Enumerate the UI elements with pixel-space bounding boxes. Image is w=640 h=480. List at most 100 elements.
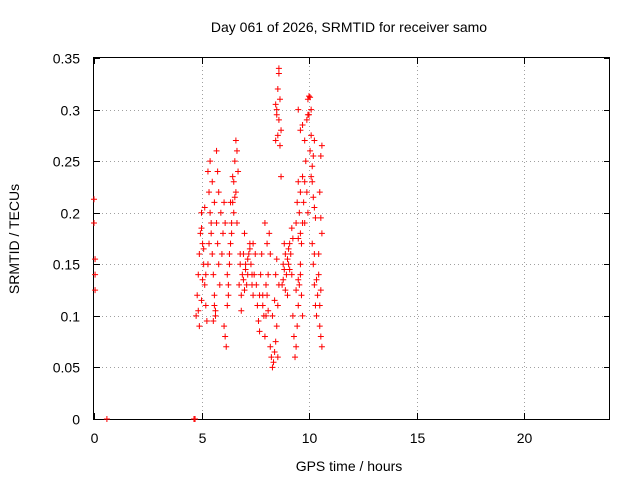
data-point: [249, 271, 256, 278]
y-tick-label: 0.1: [61, 309, 81, 325]
y-tick-label: 0.05: [53, 360, 80, 376]
data-point: [310, 152, 317, 159]
data-point: [211, 302, 218, 309]
y-tick-label: 0: [72, 412, 80, 428]
data-point: [247, 261, 254, 268]
data-point: [230, 209, 237, 216]
data-point: [221, 199, 228, 206]
data-point: [274, 85, 281, 92]
data-point: [243, 281, 250, 288]
data-point: [316, 302, 323, 309]
data-point: [286, 240, 293, 247]
data-point: [292, 354, 299, 361]
data-point: [252, 250, 259, 257]
data-point: [226, 250, 233, 257]
data-point: [309, 178, 316, 185]
data-point: [289, 312, 296, 319]
data-point: [295, 276, 302, 283]
data-point: [283, 271, 290, 278]
data-point: [236, 281, 243, 288]
data-point: [293, 220, 300, 227]
data-point: [275, 116, 282, 123]
data-point: [267, 250, 274, 257]
data-point: [301, 137, 308, 144]
data-point: [284, 292, 291, 299]
data-point: [288, 271, 295, 278]
data-point: [195, 307, 202, 314]
data-point: [246, 245, 253, 252]
data-point: [309, 163, 316, 170]
data-point: [196, 323, 203, 330]
data-point: [307, 147, 314, 154]
data-point: [241, 230, 248, 237]
y-tick-label: 0.3: [61, 103, 81, 119]
data-point: [317, 333, 324, 340]
data-point: [272, 137, 279, 144]
data-point: [261, 333, 268, 340]
data-point: [91, 220, 97, 227]
data-point: [223, 343, 230, 350]
data-point: [211, 199, 218, 206]
data-point: [233, 147, 240, 154]
data-point: [318, 343, 325, 350]
data-point: [310, 194, 317, 201]
data-point: [301, 220, 308, 227]
data-point: [271, 348, 278, 355]
data-point: [273, 323, 280, 330]
data-point: [271, 297, 278, 304]
data-series: [91, 65, 325, 422]
data-point: [231, 194, 238, 201]
data-point: [225, 281, 232, 288]
data-point: [310, 261, 317, 268]
data-point: [266, 230, 273, 237]
data-point: [222, 220, 229, 227]
data-point: [281, 240, 288, 247]
data-point: [192, 416, 199, 422]
data-point: [272, 271, 279, 278]
x-tick-label: 20: [517, 430, 533, 446]
data-point: [299, 122, 306, 129]
data-point: [278, 127, 285, 134]
plot-frame: [93, 57, 610, 420]
data-point: [269, 312, 276, 319]
data-point: [295, 302, 302, 309]
data-point: [195, 271, 202, 278]
data-point: [216, 281, 223, 288]
data-point: [265, 307, 272, 314]
data-point: [244, 256, 251, 263]
data-point: [199, 276, 206, 283]
data-point: [274, 354, 281, 361]
data-point: [265, 271, 272, 278]
data-point: [304, 209, 311, 216]
data-point: [237, 261, 244, 268]
data-point: [311, 250, 318, 257]
data-point: [287, 250, 294, 257]
data-point: [208, 220, 215, 227]
data-point: [92, 287, 99, 294]
data-point: [222, 333, 229, 340]
data-point: [242, 261, 249, 268]
data-point: [306, 93, 312, 100]
data-point: [206, 189, 213, 196]
data-point: [196, 250, 203, 257]
data-point: [318, 230, 325, 237]
data-point: [235, 168, 242, 175]
data-point: [276, 142, 283, 149]
data-point: [231, 158, 238, 165]
data-point: [232, 189, 239, 196]
data-point: [103, 416, 110, 422]
axis-ticks: 0 5 10 15 20 0 0.05 0.1 0.15 0.2 0.25 0.3 0.35: [53, 51, 610, 446]
data-point: [232, 137, 239, 144]
data-point: [278, 173, 285, 180]
x-tick-label: 0: [91, 430, 99, 446]
data-point: [215, 261, 222, 268]
data-point: [293, 343, 300, 350]
data-point: [194, 292, 201, 299]
data-point: [316, 323, 323, 330]
data-point: [280, 261, 287, 268]
data-point: [261, 220, 268, 227]
data-point: [214, 240, 221, 247]
data-point: [269, 364, 276, 371]
data-point: [275, 70, 282, 77]
data-point: [204, 261, 211, 268]
